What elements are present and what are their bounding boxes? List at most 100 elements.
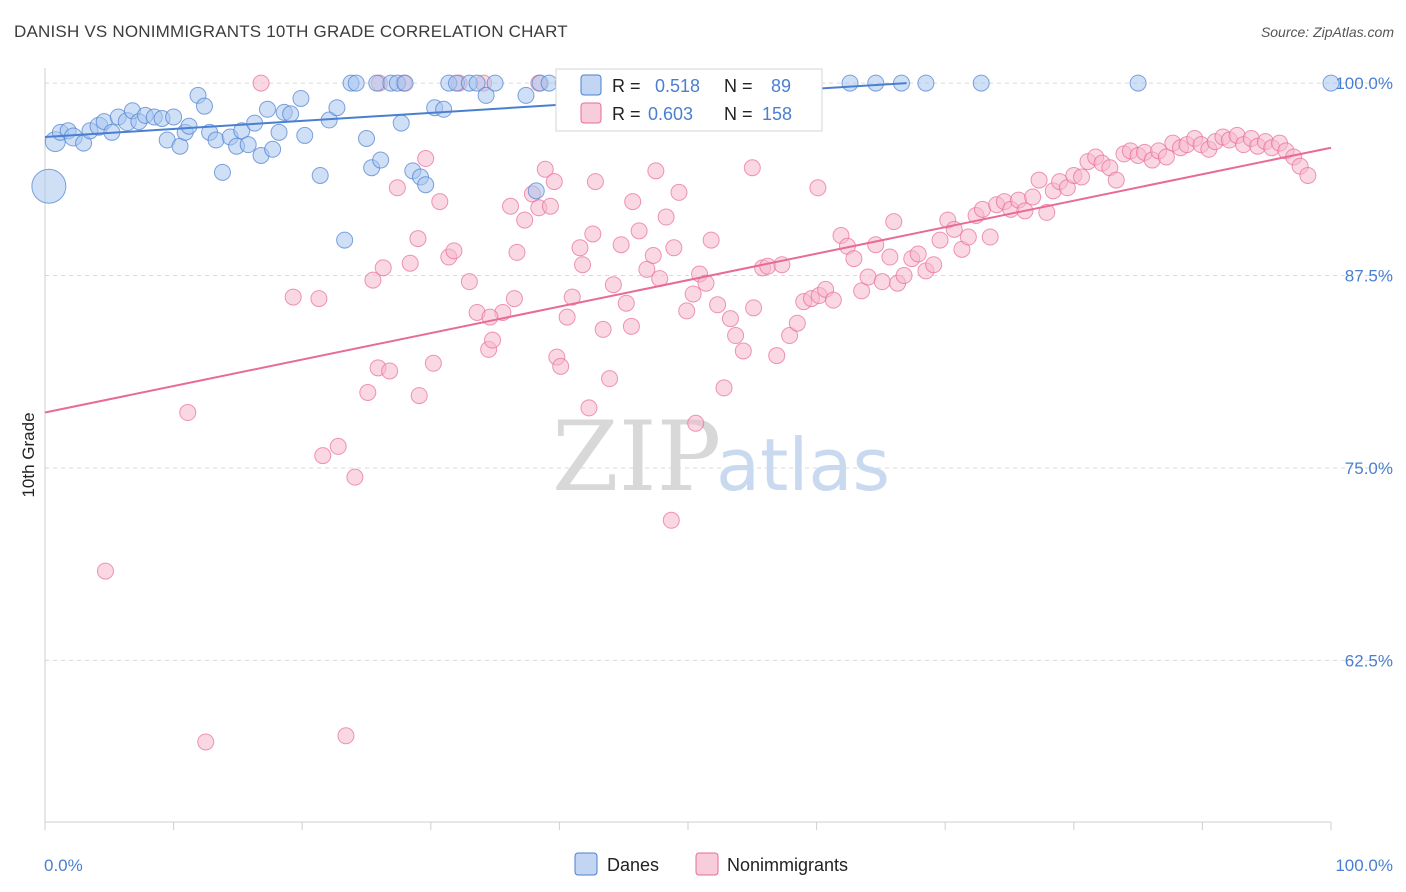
nonimmigrant-point [574, 256, 592, 274]
nonimmigrant-point [881, 248, 899, 266]
bottom-legend-swatch-danes [574, 852, 598, 876]
dane-point [527, 182, 545, 200]
dane-point [282, 105, 300, 123]
bottom-legend-danes: Danes [607, 855, 659, 875]
dane-point [296, 126, 314, 144]
legend-swatch-nonimmigrants [580, 102, 602, 124]
nonimmigrant-point [1157, 148, 1175, 166]
dane-point [347, 74, 365, 92]
nonimmigrant-point [1024, 188, 1042, 206]
nonimmigrant-point [445, 242, 463, 260]
dane-point [31, 168, 67, 204]
legend-danes-r-label: R = [612, 76, 641, 96]
dane-point [239, 136, 257, 154]
dane-point [292, 89, 310, 107]
nonimmigrant-point [702, 231, 720, 249]
x-tick-label-max: 100.0% [1335, 856, 1393, 875]
nonimmigrant-point [337, 727, 355, 745]
dane-point [311, 166, 329, 184]
nonimmigrant-point [734, 342, 752, 360]
nonimmigrant-point [684, 285, 702, 303]
nonimmigrant-point [670, 183, 688, 201]
nonimmigrant-point [536, 160, 554, 178]
dane-point [917, 74, 935, 92]
dane-point [336, 231, 354, 249]
bottom-legend-swatch-nonimmigrants [695, 852, 719, 876]
nonimmigrant-point [647, 162, 665, 180]
nonimmigrant-point [859, 268, 877, 286]
dane-point [328, 99, 346, 117]
nonimmigrant-point [630, 222, 648, 240]
bottom-legend-nonimmigrants: Nonimmigrants [727, 855, 848, 875]
nonimmigrant-point [845, 250, 863, 268]
dane-point [195, 97, 213, 115]
nonimmigrant-point [314, 447, 332, 465]
nonimmigrant-point [558, 308, 576, 326]
nonimmigrant-point [563, 288, 581, 306]
nonimmigrant-point [541, 197, 559, 215]
legend-nonimmigrants-n-value: 158 [762, 104, 792, 124]
nonimmigrant-point [346, 468, 364, 486]
nonimmigrant-point [431, 193, 449, 211]
dane-point [841, 74, 859, 92]
dane-point [207, 131, 225, 149]
nonimmigrant-point [743, 159, 761, 177]
nonimmigrant-point [788, 314, 806, 332]
nonimmigrant-point [895, 267, 913, 285]
y-tick-label: 87.5% [1345, 267, 1393, 286]
dane-point [180, 117, 198, 135]
source-label: Source: ZipAtlas.com [1260, 24, 1394, 40]
nonimmigrant-point [1030, 171, 1048, 189]
y-tick-label: 62.5% [1345, 651, 1393, 670]
nonimmigrant-point [552, 357, 570, 375]
nonimmigrant-point [594, 320, 612, 338]
y-axis-label: 10th Grade [19, 412, 38, 497]
nonimmigrant-point [1107, 171, 1125, 189]
nonimmigrant-point [571, 239, 589, 257]
nonimmigrant-point [508, 243, 526, 261]
dane-point [1129, 74, 1147, 92]
nonimmigrant-point [484, 331, 502, 349]
nonimmigrant-point [460, 273, 478, 291]
nonimmigrant-point [612, 236, 630, 254]
nonimmigrant-point [824, 291, 842, 309]
nonimmigrant-point [687, 414, 705, 432]
nonimmigrant-point [197, 733, 215, 751]
legend-nonimmigrants-n-label: N = [724, 104, 753, 124]
dane-point [372, 151, 390, 169]
nonimmigrant-point [364, 271, 382, 289]
nonimmigrant-point [867, 236, 885, 254]
legend-nonimmigrants-r-label: R = [612, 104, 641, 124]
nonimmigrant-point [768, 347, 786, 365]
dane-point [486, 74, 504, 92]
nonimmigrant-point [885, 213, 903, 231]
nonimmigrant-point [179, 404, 197, 422]
dane-point [392, 114, 410, 132]
nonimmigrant-point [727, 327, 745, 345]
nonimmigrant-point [697, 274, 715, 292]
nonimmigrant-point [252, 74, 270, 92]
nonimmigrant-point [709, 296, 727, 314]
nonimmigrant-point [873, 273, 891, 291]
dane-point [270, 123, 288, 141]
nonimmigrant-point [959, 228, 977, 246]
chart-title: DANISH VS NONIMMIGRANTS 10TH GRADE CORRE… [14, 22, 568, 41]
dane-point [972, 74, 990, 92]
watermark: ZIP atlas [552, 401, 890, 513]
nonimmigrant-point [644, 247, 662, 265]
legend-danes-n-value: 89 [771, 76, 791, 96]
dane-point [396, 74, 414, 92]
nonimmigrant-point [931, 231, 949, 249]
dane-point [540, 74, 558, 92]
dane-point [233, 122, 251, 140]
watermark-atlas: atlas [716, 423, 890, 507]
nonimmigrant-point [586, 173, 604, 191]
nonimmigrant-point [638, 260, 656, 278]
nonimmigrant-point [745, 299, 763, 317]
x-tick-labels: 0.0% 100.0% [44, 856, 1393, 875]
y-tick-label: 75.0% [1345, 459, 1393, 478]
nonimmigrant-point [624, 193, 642, 211]
nonimmigrant-point [417, 150, 435, 168]
nonimmigrant-point [545, 173, 563, 191]
